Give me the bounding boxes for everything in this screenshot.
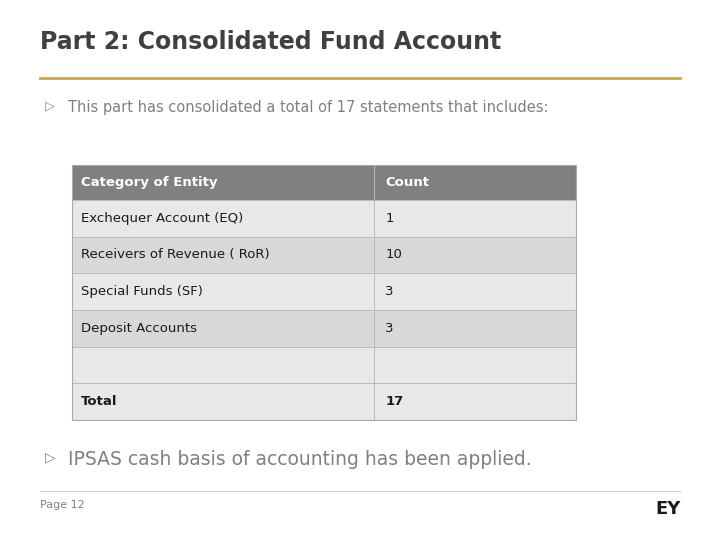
Text: Part 2: Consolidated Fund Account: Part 2: Consolidated Fund Account (40, 30, 501, 53)
Text: Count: Count (385, 176, 429, 189)
Text: Page 12: Page 12 (40, 500, 84, 510)
Bar (72, 200, 576, 237)
Bar (72, 165, 576, 200)
Text: 3: 3 (385, 322, 394, 335)
Text: ▷: ▷ (45, 450, 55, 464)
Text: Receivers of Revenue ( RoR): Receivers of Revenue ( RoR) (81, 248, 269, 261)
Text: Total: Total (81, 395, 117, 408)
Text: EY: EY (655, 500, 680, 517)
Bar (72, 273, 576, 310)
Text: Exchequer Account (EQ): Exchequer Account (EQ) (81, 212, 243, 225)
Bar (72, 237, 576, 273)
Text: 3: 3 (385, 285, 394, 298)
Text: 17: 17 (385, 395, 403, 408)
Text: This part has consolidated a total of 17 statements that includes:: This part has consolidated a total of 17… (68, 100, 549, 115)
Bar (72, 383, 576, 420)
Bar (72, 310, 576, 347)
Text: 10: 10 (385, 248, 402, 261)
Text: 1: 1 (385, 212, 394, 225)
Text: Special Funds (SF): Special Funds (SF) (81, 285, 202, 298)
Bar (72, 165, 576, 420)
Text: Category of Entity: Category of Entity (81, 176, 217, 189)
Text: ▷: ▷ (45, 100, 54, 113)
Text: IPSAS cash basis of accounting has been applied.: IPSAS cash basis of accounting has been … (68, 450, 532, 469)
Text: Deposit Accounts: Deposit Accounts (81, 322, 197, 335)
Bar (72, 347, 576, 383)
